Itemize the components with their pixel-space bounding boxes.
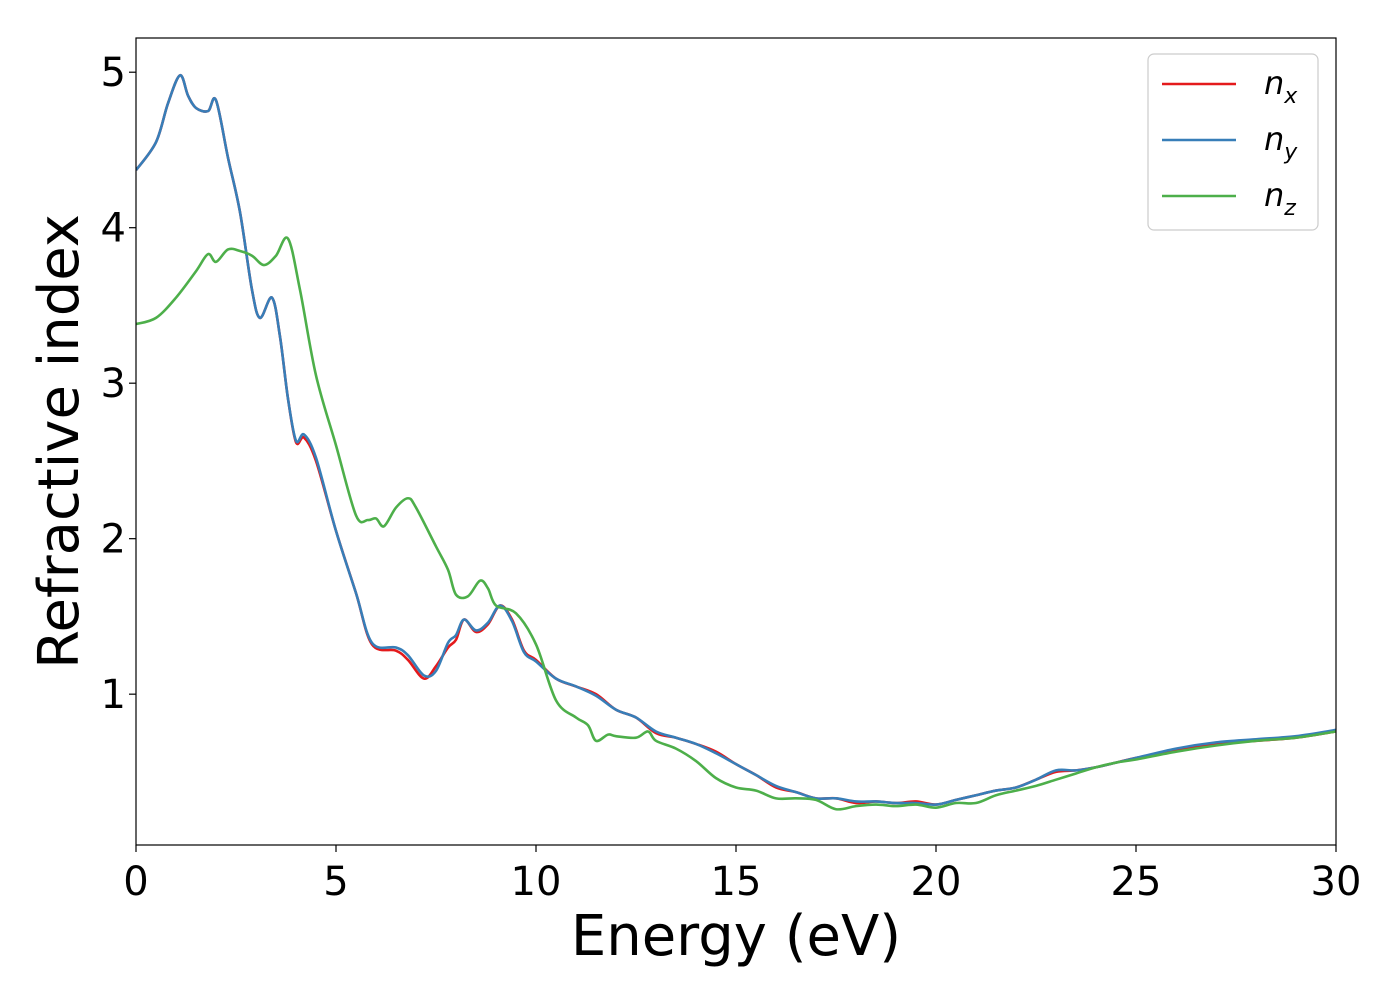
x-tick-label: 30 <box>1311 859 1362 905</box>
x-tick-label: 10 <box>511 859 562 905</box>
legend-box <box>1147 53 1319 231</box>
x-tick-label: 5 <box>323 859 348 905</box>
x-tick-label: 15 <box>711 859 762 905</box>
y-axis-ticks: 1 2 3 4 5 <box>101 50 136 718</box>
y-tick-label: 3 <box>101 361 126 407</box>
legend-label-nz: nz <box>1264 176 1296 221</box>
x-axis-label: Energy (eV) <box>571 904 901 969</box>
x-tick-label: 0 <box>123 859 148 905</box>
series-layer <box>136 74 1336 811</box>
x-axis-ticks: 0 5 10 15 20 25 30 <box>123 845 1361 905</box>
x-tick-label: 25 <box>1111 859 1162 905</box>
legend: nx ny nz <box>1147 53 1319 231</box>
series-line-nz <box>136 236 1336 811</box>
y-tick-label: 4 <box>101 206 126 252</box>
y-axis-label: Refractive index <box>27 214 92 669</box>
y-tick-label: 1 <box>101 672 126 718</box>
series-line-ny <box>136 74 1336 806</box>
legend-label-ny: ny <box>1264 120 1298 165</box>
y-tick-label: 2 <box>101 517 126 563</box>
legend-label-nx: nx <box>1264 64 1298 109</box>
y-tick-label: 5 <box>101 50 126 96</box>
x-tick-label: 20 <box>911 859 962 905</box>
